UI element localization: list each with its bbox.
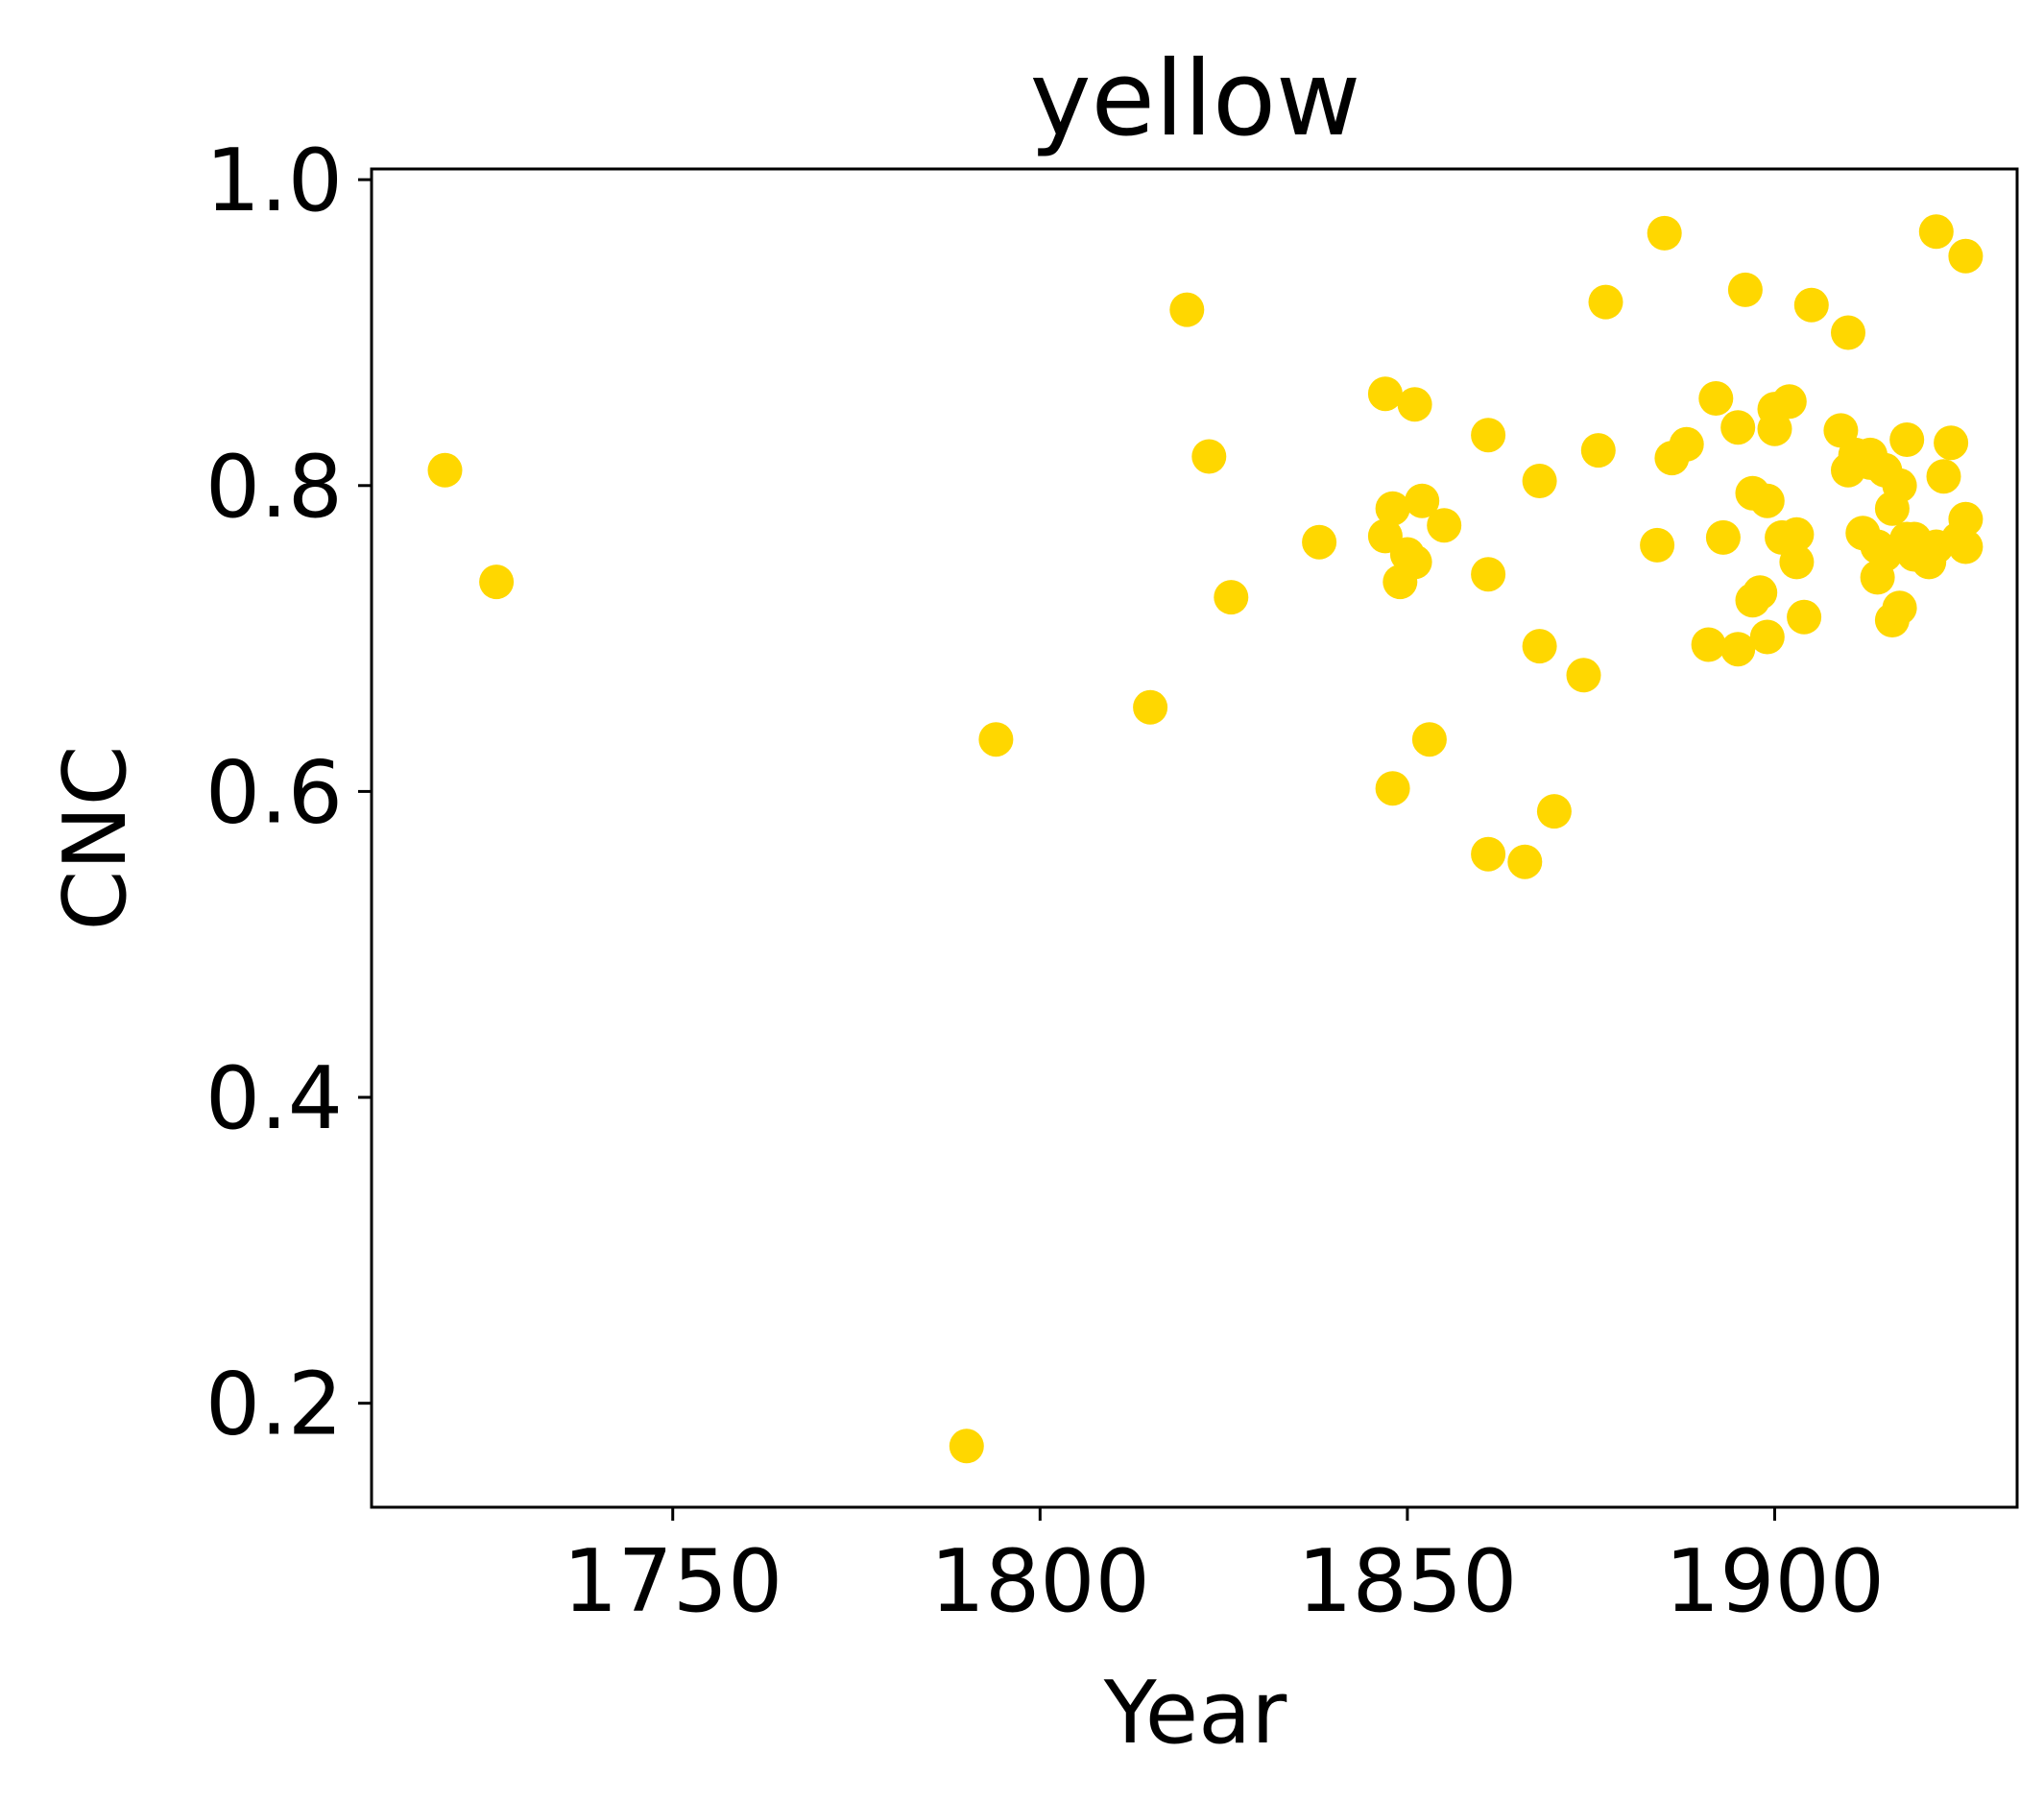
- data-point: [1691, 627, 1726, 662]
- data-point: [1367, 376, 1403, 412]
- data-point: [1749, 483, 1785, 518]
- data-point: [1831, 315, 1865, 350]
- y-axis-label: CNC: [45, 745, 146, 930]
- data-point: [1191, 439, 1227, 474]
- data-point: [1397, 544, 1432, 580]
- scatter-points: [427, 214, 1984, 1464]
- data-point: [1375, 491, 1410, 526]
- data-point: [427, 452, 463, 488]
- data-point: [1471, 557, 1506, 592]
- data-point: [1536, 794, 1572, 829]
- data-point: [1771, 384, 1807, 420]
- data-point: [1698, 381, 1734, 416]
- data-point: [1588, 284, 1623, 320]
- data-point: [1779, 516, 1815, 552]
- x-tick-label: 1750: [563, 1531, 782, 1632]
- data-point: [1720, 632, 1756, 667]
- data-point: [1580, 433, 1616, 468]
- data-point: [1397, 387, 1432, 422]
- data-point: [1566, 658, 1601, 693]
- data-point: [1948, 238, 1984, 274]
- data-point: [1889, 422, 1925, 457]
- data-point: [1669, 426, 1704, 462]
- data-point: [1302, 524, 1337, 560]
- data-point: [1779, 544, 1815, 580]
- data-point: [1507, 844, 1543, 879]
- data-point: [1926, 459, 1961, 494]
- plot-frame: [370, 167, 2019, 1509]
- data-point: [1471, 418, 1506, 453]
- y-tick-label: 0.4: [205, 1048, 343, 1149]
- data-point: [1214, 580, 1249, 615]
- data-point: [1640, 527, 1675, 563]
- data-point: [1133, 689, 1168, 725]
- data-point: [1411, 722, 1447, 757]
- data-point: [1787, 599, 1822, 635]
- data-point: [1427, 508, 1462, 543]
- data-point: [1647, 215, 1682, 251]
- data-point: [1720, 410, 1756, 445]
- x-tick-label: 1800: [930, 1531, 1150, 1632]
- data-point: [1522, 629, 1557, 664]
- data-point: [1793, 287, 1829, 323]
- data-point: [1749, 619, 1785, 655]
- x-tick-label: 1900: [1665, 1531, 1885, 1632]
- data-point: [1522, 464, 1557, 498]
- y-tick-label: 0.8: [205, 437, 343, 538]
- data-point: [1948, 529, 1984, 564]
- y-tick-label: 0.2: [205, 1355, 343, 1455]
- data-point: [1882, 590, 1917, 626]
- data-point: [1918, 214, 1954, 250]
- data-point: [1405, 483, 1440, 518]
- data-point: [1948, 501, 1984, 537]
- y-tick-label: 0.6: [205, 742, 343, 843]
- y-tick-label: 1.0: [205, 131, 343, 231]
- data-point: [1471, 836, 1506, 872]
- data-point: [1375, 771, 1410, 806]
- data-point: [1169, 292, 1205, 327]
- data-point: [1934, 425, 1969, 461]
- y-axis-ticks: 0.2 0.4 0.6 0.8 1.0: [205, 131, 372, 1455]
- x-tick-label: 1850: [1297, 1531, 1517, 1632]
- chart-title: yellow: [1030, 39, 1361, 159]
- data-point: [1882, 468, 1917, 503]
- x-axis-label: Year: [1103, 1663, 1287, 1764]
- x-axis-ticks: 1750 1800 1850 1900: [563, 1507, 1885, 1632]
- data-point: [949, 1429, 984, 1464]
- data-point: [978, 722, 1014, 757]
- data-point: [1727, 272, 1763, 307]
- data-point: [1705, 519, 1741, 555]
- data-point: [479, 564, 515, 600]
- data-point: [1743, 575, 1778, 611]
